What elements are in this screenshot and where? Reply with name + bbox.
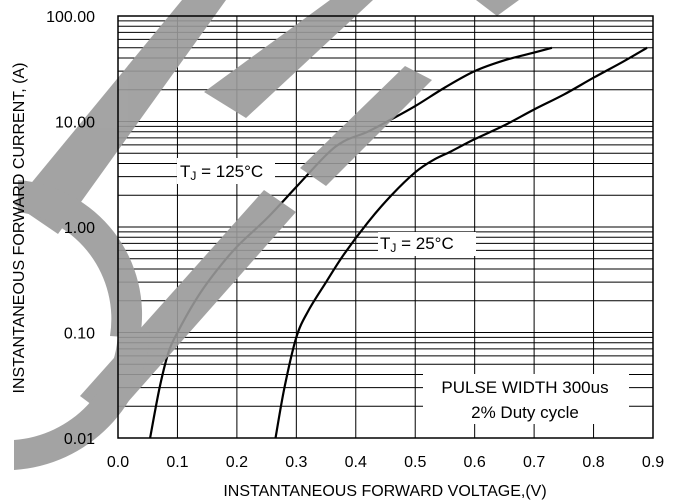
x-tick-label: 0.3 — [285, 454, 307, 471]
y-axis-title: INSTANTANEOUS FORWARD CURRENT, (A) — [11, 63, 28, 394]
x-tick-label: 0.0 — [107, 454, 129, 471]
x-tick-label: 0.9 — [642, 454, 664, 471]
series-25c-line — [274, 46, 648, 439]
x-tick-label: 0.5 — [404, 454, 426, 471]
x-tick-label: 0.8 — [582, 454, 604, 471]
x-axis-title: INSTANTANEOUS FORWARD VOLTAGE,(V) — [223, 483, 546, 500]
watermark — [14, 0, 519, 470]
y-tick-label: 100.00 — [46, 9, 95, 26]
y-tick-label: 1.00 — [64, 220, 95, 237]
pulse-width-note: PULSE WIDTH 300us — [441, 378, 608, 397]
y-axis-ticks: 0.01 0.10 1.00 10.00 100.00 — [46, 9, 95, 448]
series-25c-label: TJ = 25°C — [380, 234, 454, 255]
series-125c-label: TJ = 125°C — [180, 162, 263, 183]
x-tick-label: 0.2 — [226, 454, 248, 471]
x-tick-label: 0.6 — [464, 454, 486, 471]
y-tick-label: 0.01 — [64, 431, 95, 448]
plot-frame — [117, 15, 654, 439]
y-tick-label: 0.10 — [64, 326, 95, 343]
y-tick-label: 10.00 — [55, 115, 95, 132]
x-tick-label: 0.1 — [166, 454, 188, 471]
x-tick-label: 0.4 — [345, 454, 367, 471]
x-axis-ticks: 0.0 0.1 0.2 0.3 0.4 0.5 0.6 0.7 0.8 0.9 — [107, 454, 664, 471]
x-tick-label: 0.7 — [523, 454, 545, 471]
duty-cycle-note: 2% Duty cycle — [471, 403, 579, 422]
